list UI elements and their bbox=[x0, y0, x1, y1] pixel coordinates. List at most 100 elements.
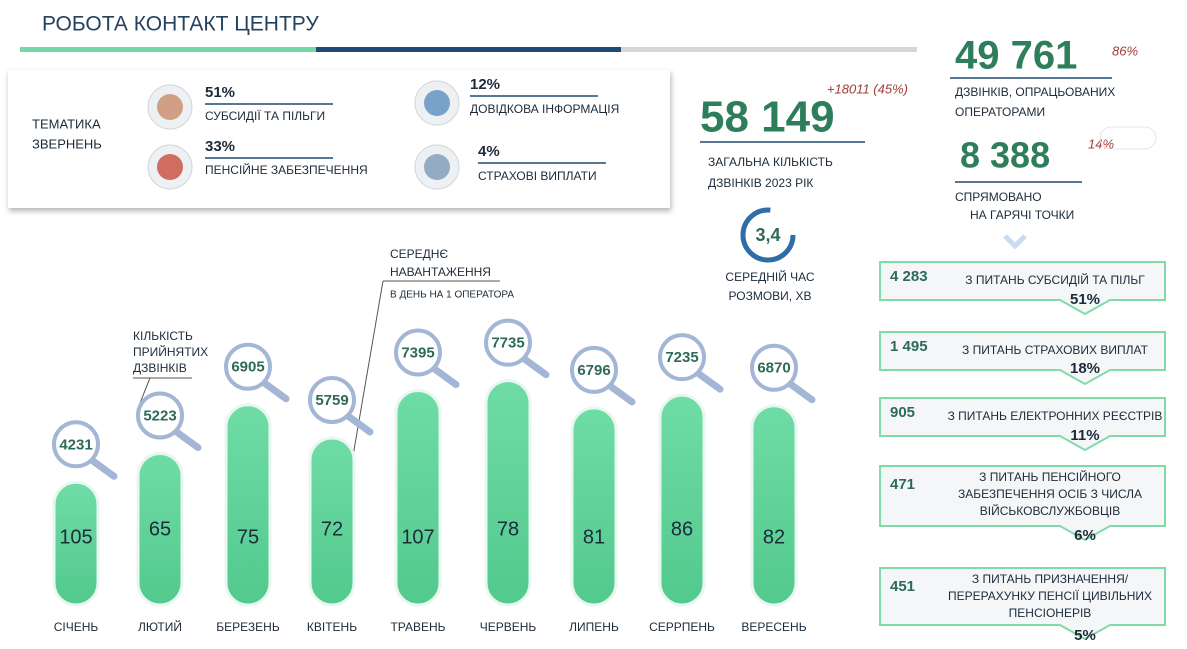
bar bbox=[52, 480, 100, 607]
load-value: 78 bbox=[497, 518, 519, 540]
magnifier bbox=[750, 343, 798, 392]
magnifier bbox=[484, 318, 532, 367]
operators-caption: ОПЕРАТОРАМИ bbox=[955, 105, 1045, 119]
calls-value: 5223 bbox=[143, 408, 176, 425]
pill bbox=[1099, 126, 1157, 150]
topics-panel bbox=[8, 70, 670, 208]
bar bbox=[484, 379, 532, 607]
operators-caption: ДЗВІНКІВ, ОПРАЦЬОВАНИХ bbox=[955, 85, 1115, 99]
month-label: ЛИПЕНЬ bbox=[569, 620, 619, 634]
hotspots-value: 8 388 bbox=[960, 135, 1050, 176]
magnifier-handle bbox=[786, 380, 816, 404]
calls-value: 6796 bbox=[577, 362, 610, 379]
bar bbox=[136, 452, 184, 607]
topic-percent: 4% bbox=[478, 143, 500, 160]
avg-talk-caption: РОЗМОВИ, ХВ bbox=[729, 289, 812, 303]
hotspot-box bbox=[879, 567, 1166, 641]
load-value: 75 bbox=[237, 526, 259, 548]
magnifier bbox=[394, 328, 442, 377]
chevron bbox=[1003, 234, 1027, 250]
total-change: +18011 (45%) bbox=[827, 81, 908, 96]
magnifier bbox=[658, 333, 706, 382]
magnifier bbox=[136, 391, 184, 440]
calls-value: 7235 bbox=[665, 349, 698, 366]
hotspot-value: 905 bbox=[890, 404, 915, 421]
magnifier-handle bbox=[694, 369, 724, 393]
magnifier-handle bbox=[344, 412, 374, 436]
hotspot-box bbox=[879, 261, 1166, 316]
bar bbox=[750, 404, 798, 607]
load-label: В ДЕНЬ НА 1 ОПЕРАТОРА bbox=[390, 290, 514, 301]
hotspot-text: З ПИТАНЬ СТРАХОВИХ ВИПЛАТ bbox=[962, 343, 1149, 357]
operators-share: 86% bbox=[1112, 43, 1138, 58]
topic-label: ПЕНСІЙНЕ ЗАБЕЗПЕЧЕННЯ bbox=[205, 162, 368, 177]
hotspots-caption: СПРЯМОВАНО bbox=[955, 190, 1042, 204]
month-label: ЛЮТИЙ bbox=[138, 619, 182, 634]
progress bbox=[621, 47, 917, 52]
bar bbox=[308, 436, 356, 607]
magnifier bbox=[570, 345, 618, 394]
load-value: 65 bbox=[149, 518, 171, 540]
load-label: НАВАНТАЖЕННЯ bbox=[390, 265, 491, 279]
month-label: СІЧЕНЬ bbox=[54, 620, 99, 634]
load-value: 82 bbox=[763, 526, 785, 548]
topic-icon bbox=[157, 154, 183, 180]
hotspot-text: З ПИТАНЬ ПЕНСІЙНОГО bbox=[979, 469, 1121, 484]
topic-icon bbox=[424, 154, 450, 180]
calls-value: 7395 bbox=[401, 345, 434, 362]
topics-label: ТЕМАТИКА bbox=[32, 116, 101, 131]
magnifier-handle bbox=[430, 365, 460, 389]
clock-icon bbox=[740, 207, 796, 263]
hotspot-share: 5% bbox=[1074, 627, 1096, 644]
load-value: 72 bbox=[321, 518, 343, 540]
load-label: СЕРЕДНЄ bbox=[390, 247, 448, 261]
avg-talk-value: 3,4 bbox=[755, 225, 780, 245]
topic-percent: 51% bbox=[205, 84, 235, 101]
load-value: 105 bbox=[59, 526, 92, 548]
hotspot-text: З ПИТАНЬ СУБСИДІЙ ТА ПІЛЬГ bbox=[965, 272, 1145, 287]
topics-label: ЗВЕРНЕНЬ bbox=[32, 136, 102, 151]
bar bbox=[658, 393, 706, 607]
hotspot-share: 11% bbox=[1070, 427, 1099, 444]
topic-percent: 33% bbox=[205, 138, 235, 155]
month-label: ЧЕРВЕНЬ bbox=[480, 620, 537, 634]
bar bbox=[224, 403, 272, 607]
hotspot-text: ЗАБЕЗПЕЧЕННЯ ОСІБ З ЧИСЛА bbox=[958, 487, 1142, 501]
hotspot-value: 1 495 bbox=[890, 338, 928, 355]
progress bbox=[20, 47, 316, 52]
month-label: БЕРЕЗЕНЬ bbox=[216, 620, 280, 634]
load-value: 81 bbox=[583, 526, 605, 548]
bar bbox=[570, 406, 618, 607]
hotspot-share: 18% bbox=[1070, 360, 1100, 377]
month-label: КВІТЕНЬ bbox=[307, 620, 357, 634]
magnifier-handle bbox=[260, 379, 290, 403]
total-caption: ДЗВІНКІВ 2023 РІК bbox=[708, 176, 813, 190]
magnifier-handle bbox=[88, 456, 118, 480]
topic-label: ДОВІДКОВА ІНФОРМАЦІЯ bbox=[470, 102, 619, 116]
avg-talk-caption: СЕРЕДНІЙ ЧАС bbox=[725, 269, 815, 284]
magnifier-handle bbox=[172, 428, 202, 452]
month-label: ВЕРЕСЕНЬ bbox=[741, 620, 806, 634]
hotspots-caption: НА ГАРЯЧІ ТОЧКИ bbox=[970, 208, 1074, 222]
magnifier bbox=[308, 375, 356, 424]
hotspot-share: 6% bbox=[1074, 527, 1096, 544]
month-label: ТРАВЕНЬ bbox=[390, 620, 445, 634]
hotspots-share: 14% bbox=[1088, 136, 1114, 151]
calls-label: ПРИЙНЯТИХ bbox=[133, 344, 208, 359]
hotspot-value: 471 bbox=[890, 476, 915, 493]
title: РОБОТА КОНТАКТ ЦЕНТРУ bbox=[42, 13, 319, 36]
magnifier-handle bbox=[606, 382, 636, 406]
hotspot-text: ПЕРЕРАХУНКУ ПЕНСІЇ ЦИВІЛЬНИХ bbox=[948, 589, 1152, 603]
hotspot-value: 4 283 bbox=[890, 268, 928, 285]
hotspot-box bbox=[879, 465, 1166, 542]
hotspot-value: 451 bbox=[890, 578, 915, 595]
total-value: 58 149 bbox=[700, 93, 835, 142]
hotspot-share: 51% bbox=[1070, 291, 1100, 308]
load-value: 86 bbox=[671, 518, 693, 540]
topic-icon bbox=[424, 90, 450, 116]
month-label: СЕРРПЕНЬ bbox=[649, 620, 715, 634]
topic-label: СТРАХОВІ ВИПЛАТИ bbox=[478, 169, 597, 183]
hotspot-text: ПЕНСІОНЕРІВ bbox=[1009, 606, 1092, 620]
hotspot-box bbox=[879, 331, 1166, 386]
